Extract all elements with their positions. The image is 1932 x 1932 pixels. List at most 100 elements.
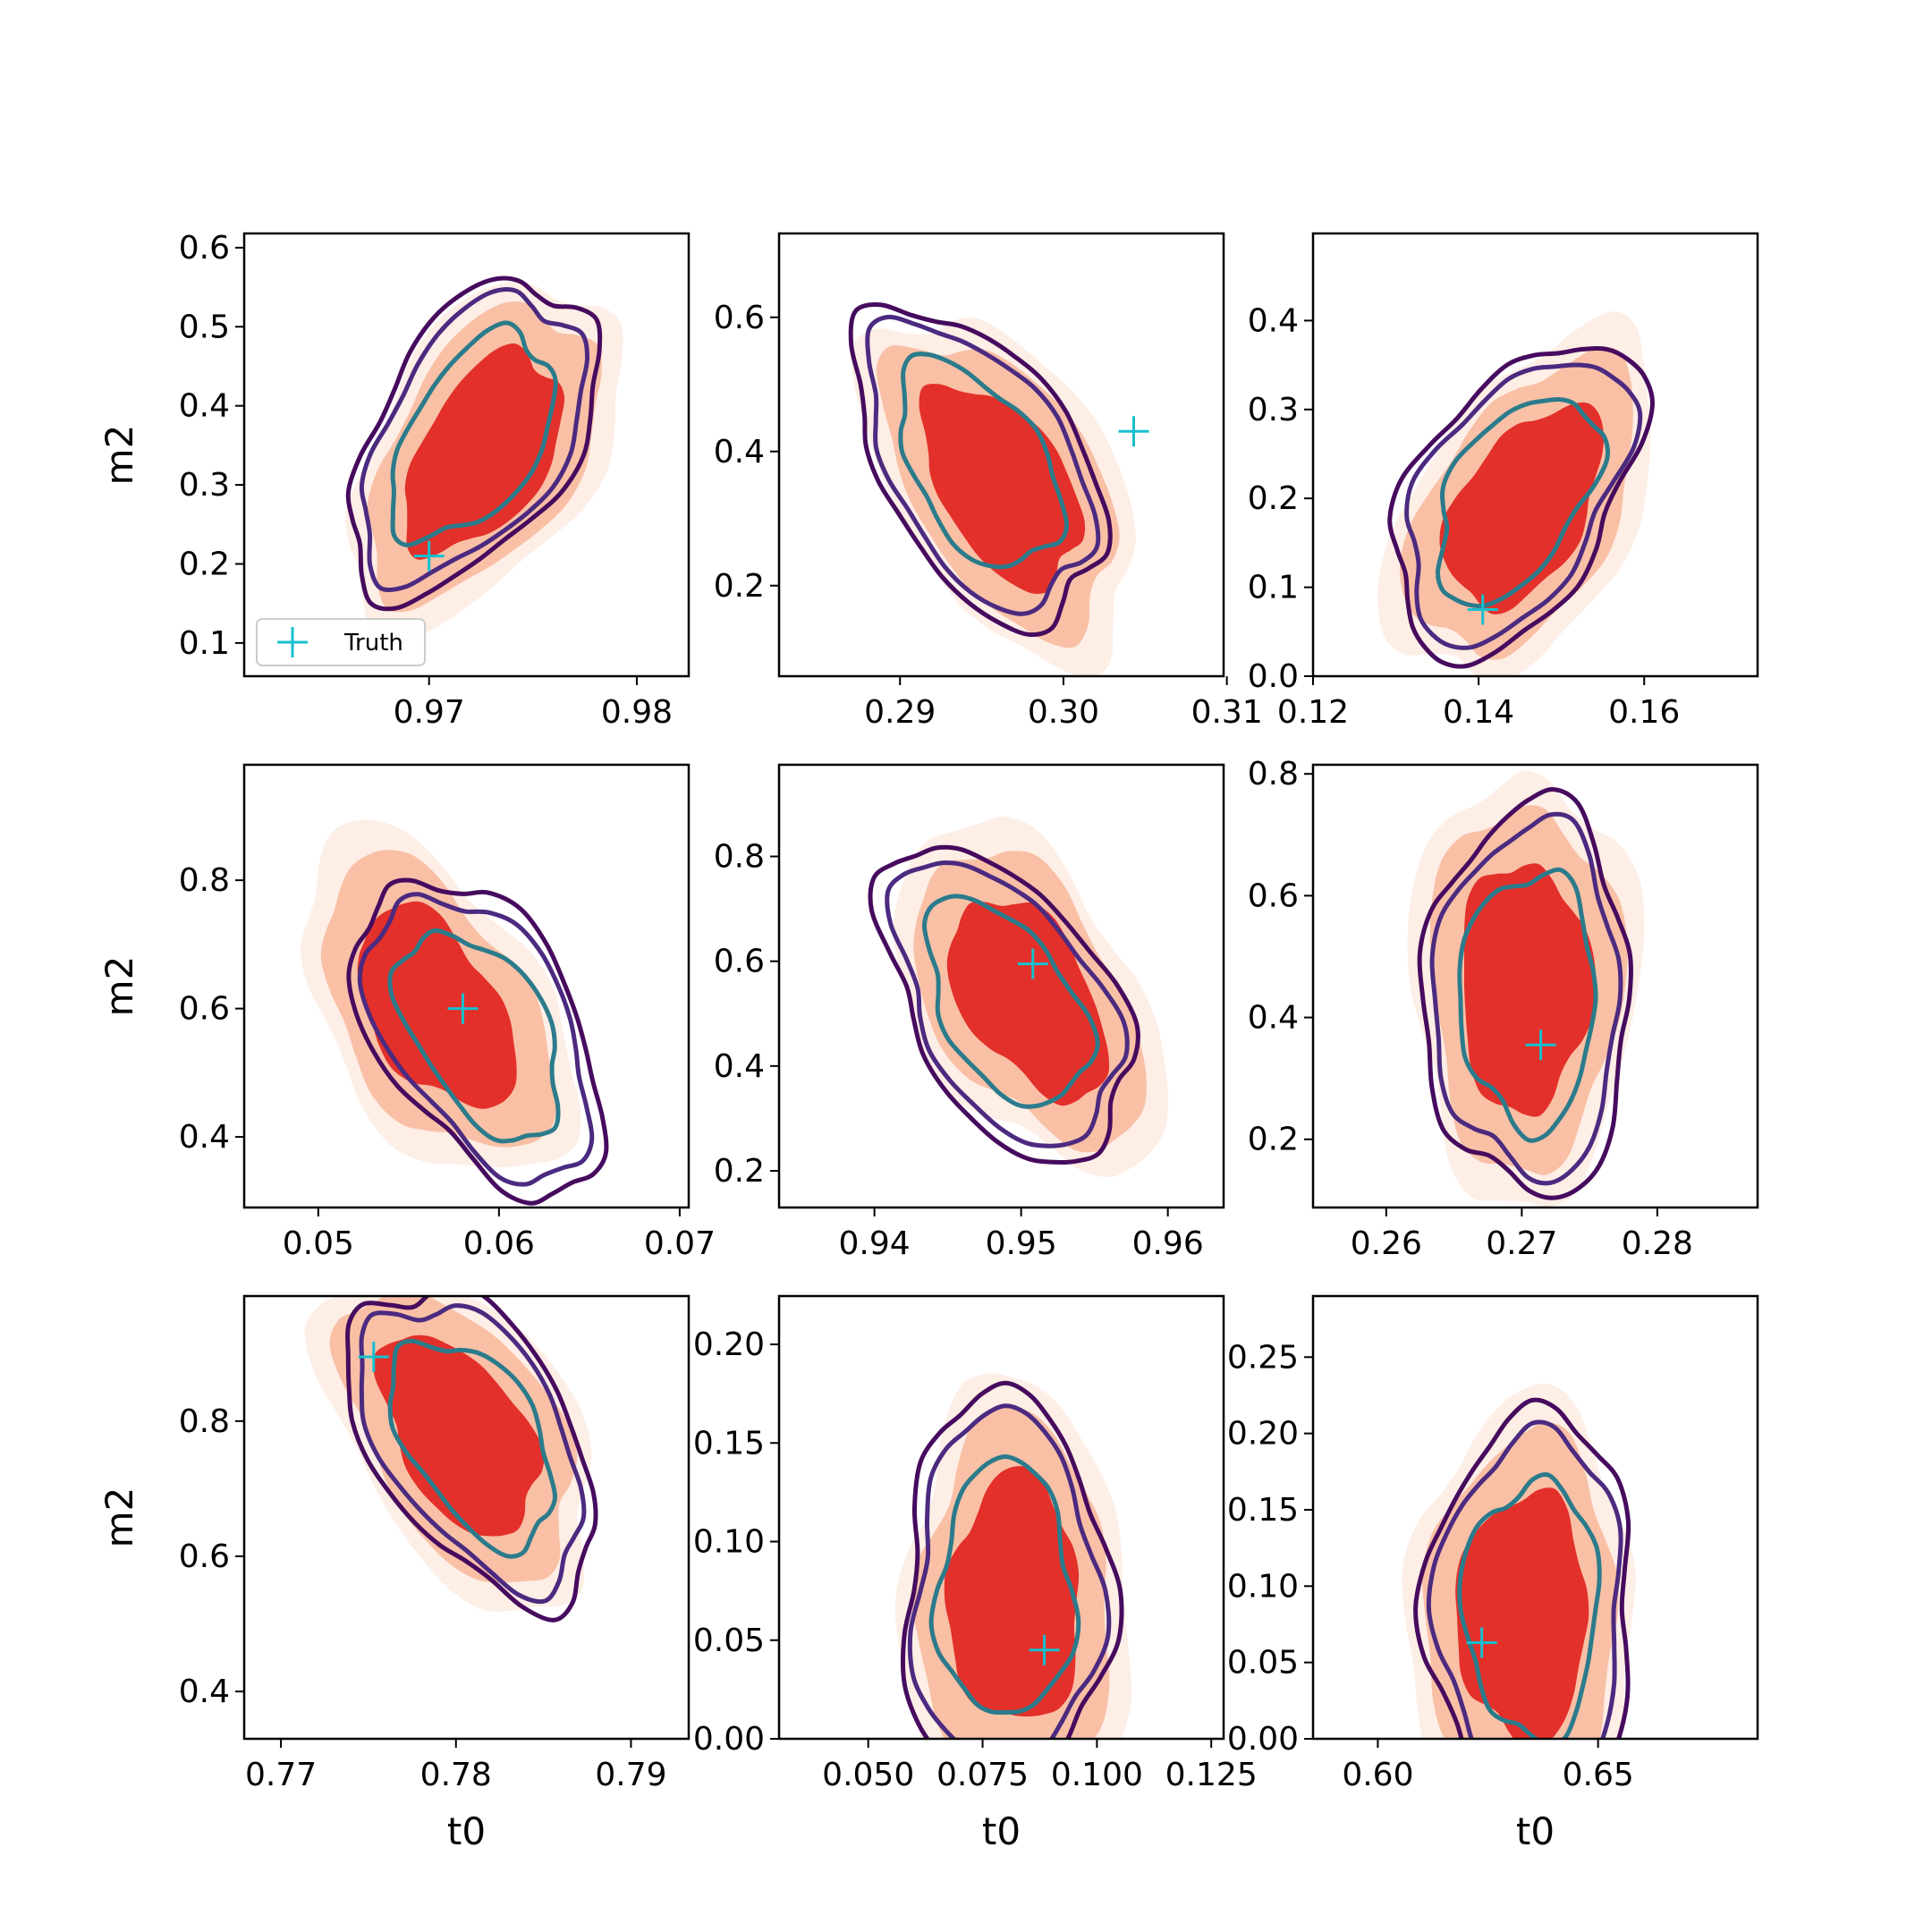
- axes-frame: [777, 763, 1225, 1209]
- panel-2-2: 0.94 0.95 0.96 0.2 0.4 0.6 0.8: [714, 763, 1225, 1262]
- axes-frame: [1311, 232, 1759, 678]
- y-tick-label: 0.3: [179, 467, 230, 504]
- truth-marker: [1029, 1634, 1060, 1665]
- y-tick-label: 0.6: [714, 300, 765, 336]
- x-tick-label: 0.28: [1622, 1225, 1693, 1262]
- panel-1-2: 0.29 0.30 0.31 0.2 0.4 0.6: [714, 232, 1263, 731]
- x-tick-label: 0.77: [245, 1757, 317, 1793]
- panel-1-3: 0.12 0.14 0.16 0.0 0.1 0.2 0.3 0.4: [1248, 232, 1759, 731]
- y-tick-label: 0.4: [1248, 302, 1299, 339]
- contour-line-mid: [359, 1303, 587, 1605]
- truth-marker: [1466, 1627, 1497, 1658]
- y-tick-label: 0.2: [714, 1153, 765, 1190]
- contour-line-inner: [1457, 1472, 1602, 1739]
- x-tick-label: 0.050: [822, 1757, 914, 1793]
- density-fill-inner: [946, 902, 1110, 1106]
- density-fill-inner: [919, 384, 1086, 595]
- x-tick-label: 0.06: [463, 1225, 535, 1262]
- y-tick-label: 0.8: [714, 839, 765, 876]
- plot-area: [1407, 770, 1645, 1208]
- contour-line-inner: [928, 1454, 1081, 1716]
- truth-marker: [1017, 948, 1048, 979]
- y-tick-label: 0.05: [1227, 1645, 1299, 1682]
- contour-line-mid: [359, 287, 590, 593]
- contour-line-mid: [1429, 811, 1623, 1186]
- density-fill-inner: [404, 343, 565, 560]
- x-axis-label: t0: [982, 1809, 1021, 1853]
- plot-area: [848, 302, 1149, 676]
- y-tick-label: 0.2: [179, 546, 230, 582]
- y-tick-label: 0.6: [179, 230, 230, 267]
- axes-frame: [777, 1294, 1225, 1741]
- truth-marker: [1118, 416, 1149, 447]
- x-tick-label: 0.97: [394, 694, 465, 731]
- y-tick-label: 0.2: [714, 568, 765, 605]
- y-tick-label: 0.20: [693, 1326, 765, 1363]
- x-tick-label: 0.16: [1608, 694, 1680, 731]
- y-tick-label: 0.8: [179, 862, 230, 899]
- y-tick-label: 0.2: [1248, 480, 1299, 517]
- contour-line-inner: [387, 928, 561, 1144]
- y-axis-label: m2: [97, 1487, 141, 1548]
- x-tick-label: 0.96: [1132, 1225, 1204, 1262]
- legend: Truth: [256, 618, 426, 666]
- panel-2-3: 0.26 0.27 0.28 0.2 0.4 0.6 0.8: [1248, 756, 1759, 1262]
- density-fill-inner: [373, 1335, 545, 1537]
- y-tick-label: 0.6: [1248, 877, 1299, 914]
- x-tick-label: 0.14: [1443, 694, 1514, 731]
- contour-line-outer: [901, 1380, 1124, 1739]
- plot-area: [1402, 1383, 1636, 1739]
- x-tick-label: 0.65: [1563, 1757, 1634, 1793]
- y-tick-label: 0.10: [1227, 1568, 1299, 1605]
- y-tick-label: 0.20: [1227, 1416, 1299, 1453]
- y-tick-label: 0.4: [714, 1048, 765, 1085]
- x-axis-label: t0: [447, 1809, 486, 1853]
- y-tick-label: 0.6: [179, 1538, 230, 1575]
- y-tick-label: 0.6: [714, 944, 765, 980]
- contour-line-outer: [848, 302, 1113, 638]
- y-axis-label: m2: [97, 956, 141, 1017]
- y-tick-label: 0.00: [1227, 1721, 1299, 1758]
- contour-line-outer: [868, 844, 1140, 1165]
- axes-frame: [1311, 763, 1759, 1209]
- truth-marker: [413, 540, 445, 572]
- x-tick-label: 0.31: [1191, 694, 1263, 731]
- contour-line-mid: [1426, 1419, 1623, 1739]
- y-tick-label: 0.10: [693, 1524, 765, 1561]
- axes-frame: [242, 1294, 691, 1741]
- y-tick-label: 0.1: [179, 625, 230, 662]
- legend-marker: [277, 627, 308, 657]
- density-fill-inner: [1463, 863, 1597, 1117]
- y-tick-label: 0.00: [693, 1721, 765, 1758]
- x-tick-label: 0.075: [936, 1757, 1029, 1793]
- plot-area: [1377, 311, 1655, 676]
- contour-line-mid: [1404, 362, 1643, 650]
- contour-line-mid: [885, 860, 1130, 1148]
- density-fill-inner: [357, 901, 517, 1109]
- y-tick-label: 0.3: [1248, 392, 1299, 428]
- x-tick-label: 0.07: [644, 1225, 716, 1262]
- y-tick-label: 0.15: [693, 1425, 765, 1462]
- density-fill-inner: [1455, 1487, 1589, 1739]
- contour-line-inner: [1457, 867, 1598, 1143]
- y-axis-label: m2: [97, 425, 141, 486]
- x-tick-label: 0.78: [420, 1757, 492, 1793]
- legend-label: Truth: [343, 630, 403, 657]
- contour-line-inner: [387, 1338, 557, 1559]
- contour-line-outer: [1413, 1397, 1631, 1739]
- x-tick-label: 0.12: [1277, 694, 1349, 731]
- x-tick-label: 0.95: [986, 1225, 1057, 1262]
- contour-line-inner: [1435, 396, 1610, 609]
- y-tick-label: 0.0: [1248, 658, 1299, 695]
- x-tick-label: 0.05: [283, 1225, 354, 1262]
- panel-3-1: 0.77 0.78 0.79 0.4 0.6 0.8 m2 t0: [97, 1294, 691, 1853]
- contour-line-mid: [865, 314, 1101, 616]
- x-tick-label: 0.125: [1165, 1757, 1258, 1793]
- y-tick-label: 0.4: [179, 1674, 230, 1710]
- panel-3-2: 0.050 0.075 0.100 0.125 0.00 0.05 0.10 0.15 0.20…: [693, 1294, 1258, 1853]
- plot-area: [345, 275, 623, 644]
- x-tick-label: 0.100: [1051, 1757, 1143, 1793]
- contour-line-outer: [1387, 346, 1655, 669]
- x-tick-label: 0.27: [1486, 1225, 1557, 1262]
